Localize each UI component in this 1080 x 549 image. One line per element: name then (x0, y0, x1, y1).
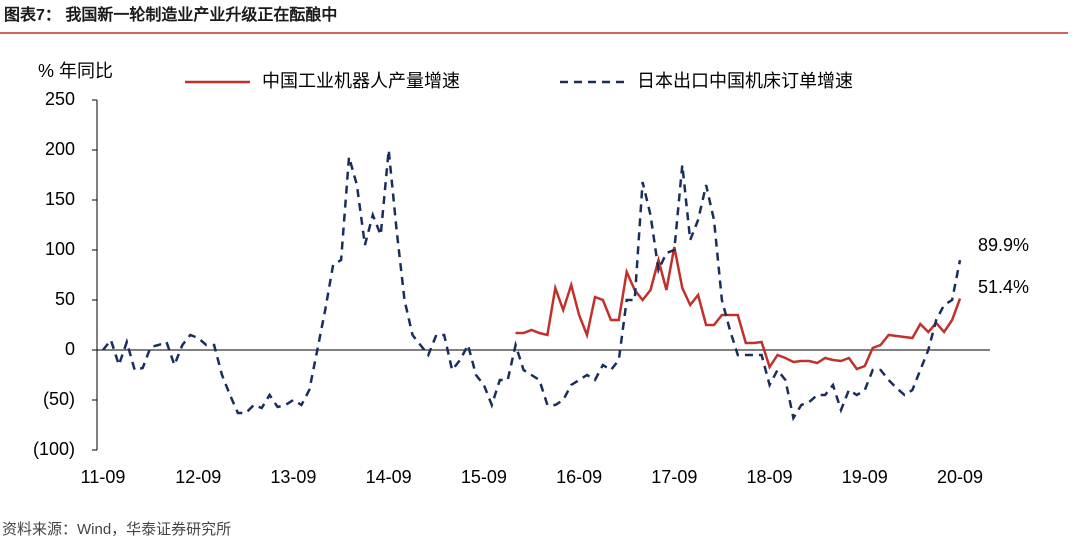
series-line (102, 149, 962, 422)
x-tick-label: 17-09 (651, 467, 697, 487)
y-axis-label: % 年同比 (38, 61, 113, 81)
annotation: 51.4% (978, 277, 1029, 297)
x-tick-label: 14-09 (366, 467, 412, 487)
y-tick-label: 250 (45, 89, 75, 109)
y-tick-label: 200 (45, 139, 75, 159)
series-line (515, 246, 962, 371)
source: 资料来源：Wind，华泰证券研究所 (2, 521, 231, 538)
y-tick-label: (50) (43, 389, 75, 409)
y-tick-label: (100) (33, 439, 75, 459)
legend-label: 中国工业机器人产量增速 (262, 71, 460, 91)
chart-title: 图表7： 我国新一轮制造业产业升级正在酝酿中 (4, 5, 337, 24)
x-tick-label: 20-09 (937, 467, 983, 487)
y-tick-label: 100 (45, 239, 75, 259)
annotation: 89.9% (978, 235, 1029, 255)
legend-label: 日本出口中国机床订单增速 (637, 71, 853, 91)
x-tick-label: 15-09 (461, 467, 507, 487)
x-tick-label: 18-09 (747, 467, 793, 487)
x-tick-label: 19-09 (842, 467, 888, 487)
y-tick-label: 50 (55, 289, 75, 309)
x-tick-label: 16-09 (556, 467, 602, 487)
x-tick-label: 12-09 (175, 467, 221, 487)
y-tick-label: 0 (65, 339, 75, 359)
x-tick-label: 11-09 (81, 467, 126, 487)
x-tick-label: 13-09 (270, 467, 316, 487)
y-tick-label: 150 (45, 189, 75, 209)
